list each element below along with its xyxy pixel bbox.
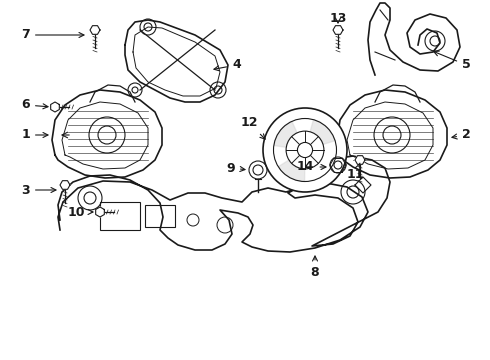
Polygon shape <box>60 181 70 189</box>
Circle shape <box>263 108 347 192</box>
Bar <box>100 202 140 230</box>
Polygon shape <box>52 90 162 178</box>
Polygon shape <box>310 120 335 144</box>
Text: 1: 1 <box>21 129 48 141</box>
Text: 5: 5 <box>434 51 471 72</box>
Polygon shape <box>58 156 390 252</box>
Polygon shape <box>355 156 365 164</box>
Polygon shape <box>333 26 343 34</box>
Polygon shape <box>96 207 104 217</box>
Polygon shape <box>125 20 228 102</box>
Polygon shape <box>337 90 447 178</box>
Polygon shape <box>274 121 297 147</box>
Text: 7: 7 <box>21 28 84 41</box>
Text: 14: 14 <box>297 161 326 174</box>
Text: 10: 10 <box>68 206 93 219</box>
Bar <box>145 205 175 227</box>
Polygon shape <box>90 26 100 34</box>
Text: 13: 13 <box>329 12 347 24</box>
Text: 9: 9 <box>226 162 245 175</box>
Text: 8: 8 <box>311 256 319 279</box>
Text: 2: 2 <box>452 129 471 141</box>
Text: 12: 12 <box>241 117 265 139</box>
Text: 11: 11 <box>346 163 364 181</box>
Polygon shape <box>50 102 59 112</box>
Text: 3: 3 <box>22 184 56 197</box>
Circle shape <box>297 143 313 158</box>
Text: 4: 4 <box>214 58 241 72</box>
Polygon shape <box>368 3 460 75</box>
Polygon shape <box>278 160 305 181</box>
Text: 6: 6 <box>22 99 48 112</box>
